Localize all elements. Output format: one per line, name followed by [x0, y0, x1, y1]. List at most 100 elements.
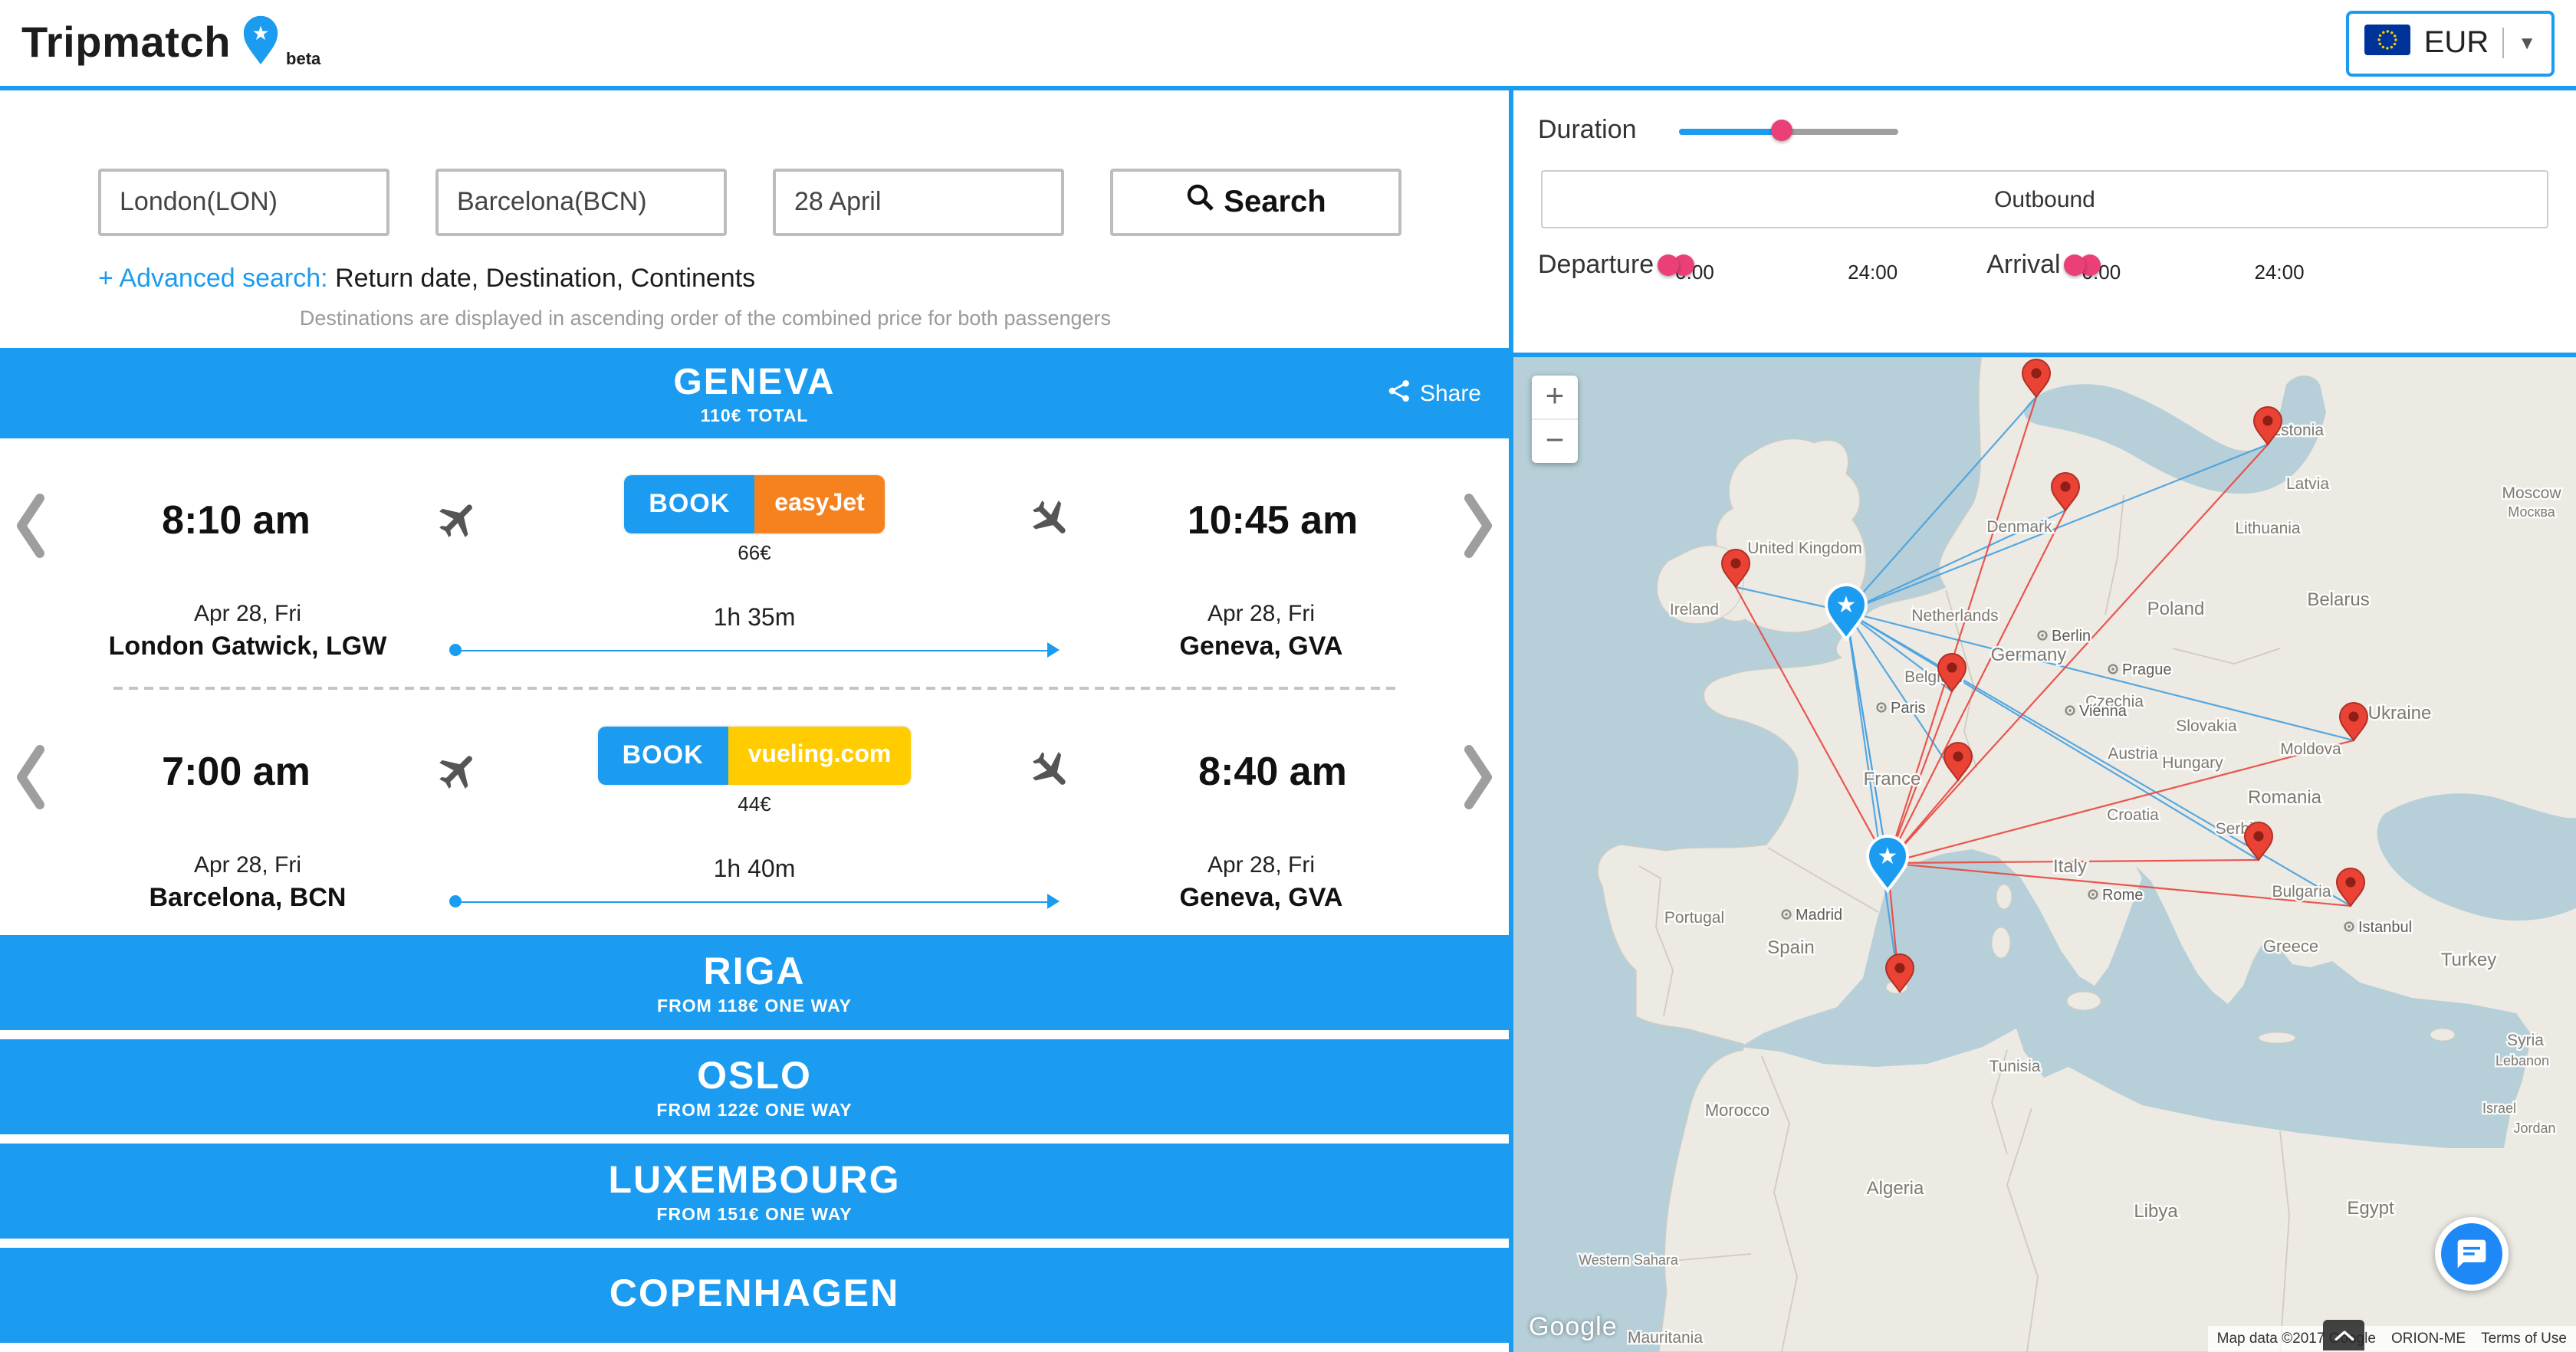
arrival-slider-max-handle[interactable] — [2063, 254, 2085, 276]
logo-pin-icon: ★ — [237, 11, 283, 77]
country-label: Denmark — [1986, 518, 2052, 536]
destination-name: OSLO — [697, 1054, 812, 1097]
country-label: Spain — [1767, 937, 1814, 958]
arrival-date: Apr 28, Fri — [1207, 601, 1316, 627]
departure-time: 8:10 am — [162, 496, 310, 542]
map-pin[interactable] — [2252, 406, 2283, 446]
country-label: Israel — [2482, 1101, 2516, 1116]
country-label: Ukraine — [2368, 703, 2432, 724]
map-pin[interactable] — [1720, 549, 1751, 589]
previous-flight-button[interactable] — [15, 491, 46, 569]
top-bar: Tripmatch ★ beta EUR ▼ — [0, 0, 2576, 90]
outbound-tab[interactable]: Outbound — [1541, 170, 2548, 228]
route-line — [449, 642, 1060, 658]
map-seas — [1740, 376, 2576, 1148]
country-label: Москва — [2508, 504, 2555, 520]
country-label: Lithuania — [2235, 520, 2301, 537]
country-label: United Kingdom — [1747, 540, 1861, 557]
departure-slider-max-handle[interactable] — [1657, 254, 1679, 276]
currency-selector[interactable]: EUR ▼ — [2345, 10, 2555, 76]
duration-slider-handle[interactable] — [1771, 120, 1793, 141]
departure-filter: Departure 0:00 24:00 — [1538, 250, 1898, 284]
map-pin[interactable] — [2338, 702, 2369, 742]
zoom-control: + − — [1532, 376, 1578, 463]
arrival-time: 10:45 am — [1187, 496, 1359, 542]
destination-bar-oslo[interactable]: OSLO FROM 122€ ONE WAY — [0, 1039, 1509, 1134]
country-label: Poland — [2147, 599, 2205, 619]
duration-slider[interactable] — [1679, 118, 1898, 143]
origin-input[interactable] — [98, 169, 389, 236]
arrival-airport: Geneva, GVA — [1179, 883, 1343, 912]
map[interactable]: Ireland United Kingdom Netherlands Denmark G… — [1513, 357, 2576, 1352]
flight-card: 7:00 am BOOK vueling.com 44€ 8:40 am — [0, 690, 1509, 914]
destination-name: RIGA — [703, 950, 806, 993]
book-button[interactable]: BOOK — [624, 475, 755, 533]
svg-text:★: ★ — [1836, 592, 1857, 618]
search-form: Search — [98, 169, 1509, 236]
departure-airport: London Gatwick, LGW — [108, 632, 387, 661]
flight-duration: 1h 40m — [713, 857, 796, 883]
flight-price: 44€ — [738, 792, 771, 815]
map-pin[interactable] — [1884, 953, 1915, 993]
country-label: Western Sahara — [1579, 1252, 1679, 1268]
city-label: Istanbul — [2358, 919, 2412, 936]
departure-date: Apr 28, Fri — [193, 601, 302, 627]
city-label: Berlin — [2052, 628, 2091, 645]
departure-label: Departure — [1538, 250, 1654, 279]
country-label: Syria — [2507, 1032, 2544, 1049]
flight-price: 66€ — [738, 541, 771, 564]
arrival-date: Apr 28, Fri — [1207, 852, 1316, 878]
search-button[interactable]: Search — [1110, 169, 1401, 236]
destination-bar-luxembourg[interactable]: LUXEMBOURG FROM 151€ ONE WAY — [0, 1144, 1509, 1239]
airline-badge-easyjet[interactable]: easyJet — [754, 475, 885, 533]
destination-header-geneva[interactable]: GENEVA 110€ TOTAL Share — [0, 348, 1509, 438]
country-label: Croatia — [2107, 806, 2159, 824]
country-label: Bulgaria — [2272, 883, 2331, 901]
takeoff-plane-icon — [405, 748, 512, 794]
country-labels: Ireland United Kingdom Netherlands Denmark G… — [1577, 420, 2564, 1349]
destination-bar-copenhagen[interactable]: COPENHAGEN — [0, 1248, 1509, 1343]
country-label: Germany — [1991, 645, 2067, 665]
country-label: Moldova — [2280, 740, 2341, 758]
map-pin[interactable] — [2335, 868, 2366, 907]
takeoff-plane-icon — [405, 497, 512, 543]
date-input[interactable] — [773, 169, 1064, 236]
map-pin[interactable] — [2243, 822, 2274, 861]
search-icon — [1185, 182, 1216, 222]
airline-badge-vueling[interactable]: vueling.com — [728, 727, 912, 785]
google-logo: Google — [1529, 1312, 1618, 1341]
flight-card: 8:10 am BOOK easyJet 66€ 10:45 am — [0, 438, 1509, 690]
results-panel: Search + Advanced search: Return date, D… — [0, 90, 1509, 1352]
chat-widget-button[interactable] — [2435, 1217, 2509, 1291]
arrival-time: 8:40 am — [1198, 747, 1347, 793]
book-button[interactable]: BOOK — [597, 727, 728, 785]
destination-input[interactable] — [435, 169, 727, 236]
country-label: Latvia — [2286, 475, 2329, 493]
next-flight-button[interactable] — [1463, 742, 1493, 820]
advanced-search-link[interactable]: + Advanced search: — [98, 264, 328, 293]
map-pin[interactable] — [2021, 359, 2052, 399]
map-pin[interactable] — [1937, 653, 1967, 693]
origin-marker-london[interactable]: ★ — [1824, 583, 1868, 642]
attribution-text-2: ORION-ME — [2390, 1331, 2466, 1347]
country-label: Morocco — [1705, 1101, 1769, 1120]
departure-max-time: 24:00 — [1848, 261, 1898, 284]
sort-note: Destinations are displayed in ascending … — [299, 307, 1112, 330]
tripmatch-logo[interactable]: Tripmatch ★ beta — [21, 5, 320, 81]
expand-button[interactable] — [2323, 1320, 2364, 1350]
map-pin[interactable] — [2050, 472, 2081, 512]
zoom-in-button[interactable]: + — [1545, 379, 1565, 414]
share-button[interactable]: Share — [1388, 379, 1481, 408]
zoom-out-button[interactable]: − — [1532, 418, 1578, 463]
country-label: Greece — [2263, 937, 2318, 956]
terms-of-use-link[interactable]: Terms of Use — [2481, 1331, 2567, 1347]
next-flight-button[interactable] — [1463, 491, 1493, 569]
destination-name: GENEVA — [673, 361, 836, 402]
previous-flight-button[interactable] — [15, 742, 46, 820]
destination-bar-riga[interactable]: RIGA FROM 118€ ONE WAY — [0, 935, 1509, 1030]
country-label: Czechia — [2085, 693, 2144, 710]
country-label: Egypt — [2347, 1198, 2394, 1219]
map-pin[interactable] — [1943, 742, 1973, 782]
origin-marker-barcelona[interactable]: ★ — [1865, 835, 1910, 894]
duration-label: Duration — [1538, 115, 1637, 144]
